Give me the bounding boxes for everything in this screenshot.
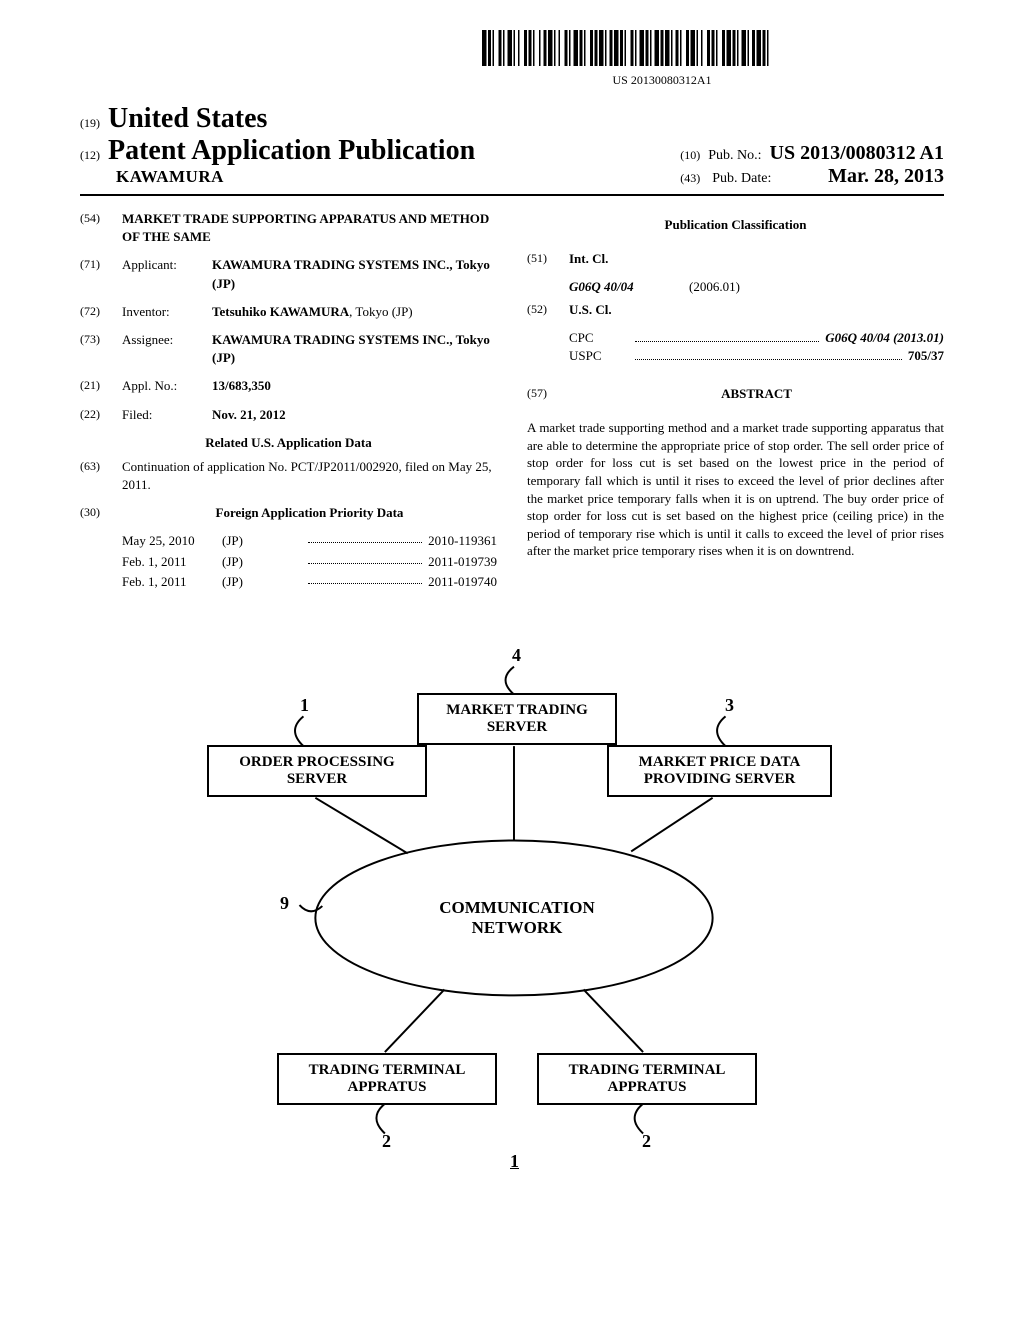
foreign-priority-row: May 25, 2010(JP)2010-119361 — [122, 532, 497, 550]
abstract-head: ABSTRACT — [569, 385, 944, 403]
figure-number: 1 — [510, 1151, 519, 1172]
intcl-label: Int. Cl. — [569, 250, 608, 268]
uscl-label: U.S. Cl. — [569, 301, 612, 319]
inventor-label: Inventor: — [122, 303, 212, 321]
continuation-code: (63) — [80, 458, 122, 494]
pubdate-label: Pub. Date: — [712, 171, 771, 186]
header: (19) United States (12) Patent Applicati… — [80, 103, 944, 188]
header-divider — [80, 194, 944, 196]
applicant-code: (71) — [80, 256, 122, 292]
cpc-value: G06Q 40/04 (2013.01) — [825, 329, 944, 347]
cpc-label: CPC — [569, 329, 629, 347]
pubno-value: US 2013/0080312 A1 — [770, 142, 944, 165]
invention-title: MARKET TRADE SUPPORTING APPARATUS AND ME… — [122, 210, 497, 246]
country-name: United States — [108, 103, 267, 135]
left-column: (54) MARKET TRADE SUPPORTING APPARATUS A… — [80, 210, 497, 593]
foreign-code: (30) — [80, 504, 122, 522]
header-applicant-name: KAWAMURA — [116, 167, 224, 187]
assignee-code: (73) — [80, 331, 122, 367]
node-num-2-left: 2 — [382, 1131, 391, 1152]
node-num-1: 1 — [300, 695, 309, 716]
node-num-3: 3 — [725, 695, 734, 716]
applno-label: Appl. No.: — [122, 377, 212, 395]
applicant-value: KAWAMURA TRADING SYSTEMS INC., Tokyo (JP… — [212, 256, 497, 292]
pubno-label: Pub. No.: — [708, 148, 761, 164]
barcode-text: US 20130080312A1 — [380, 73, 944, 88]
barcode-region: US 20130080312A1 — [380, 30, 944, 88]
market-price-server-box: MARKET PRICE DATA PROVIDING SERVER — [607, 745, 832, 797]
intcl-code: (51) — [527, 250, 569, 268]
order-processing-server-box: ORDER PROCESSING SERVER — [207, 745, 427, 797]
pubdate-value: Mar. 28, 2013 — [828, 165, 944, 188]
filed-value: Nov. 21, 2012 — [212, 406, 497, 424]
node-num-9: 9 — [280, 893, 289, 914]
assignee-value: KAWAMURA TRADING SYSTEMS INC., Tokyo (JP… — [212, 331, 497, 367]
market-trading-server-box: MARKET TRADING SERVER — [417, 693, 617, 745]
related-data-head: Related U.S. Application Data — [80, 434, 497, 452]
filed-label: Filed: — [122, 406, 212, 424]
node-num-2-right: 2 — [642, 1131, 651, 1152]
inventor-code: (72) — [80, 303, 122, 321]
applno-value: 13/683,350 — [212, 377, 497, 395]
assignee-label: Assignee: — [122, 331, 212, 367]
title-code: (54) — [80, 210, 122, 246]
communication-network-label: COMMUNICATION NETWORK — [417, 898, 617, 938]
bibliographic-columns: (54) MARKET TRADE SUPPORTING APPARATUS A… — [80, 210, 944, 593]
barcode-graphic — [482, 30, 842, 71]
abstract-code: (57) — [527, 385, 569, 403]
intcl-class: G06Q 40/04 — [569, 278, 689, 296]
uspc-label: USPC — [569, 347, 629, 365]
foreign-head: Foreign Application Priority Data — [122, 504, 497, 522]
pub-type: Patent Application Publication — [108, 135, 475, 167]
pubtype-code: (12) — [80, 148, 100, 163]
foreign-priority-row: Feb. 1, 2011(JP)2011-019740 — [122, 573, 497, 591]
applicant-label: Applicant: — [122, 256, 212, 292]
trading-terminal-left-box: TRADING TERMINAL APPRATUS — [277, 1053, 497, 1105]
pubno-code: (10) — [680, 148, 700, 163]
filed-code: (22) — [80, 406, 122, 424]
uspc-value: 705/37 — [908, 347, 944, 365]
abstract-text: A market trade supporting method and a m… — [527, 419, 944, 559]
node-num-4: 4 — [512, 645, 521, 666]
figure-diagram: 4 MARKET TRADING SERVER 1 ORDER PROCESSI… — [80, 653, 944, 1173]
foreign-priority-list: May 25, 2010(JP)2010-119361 Feb. 1, 2011(… — [80, 532, 497, 591]
inventor-value: Tetsuhiko KAWAMURA, Tokyo (JP) — [212, 303, 497, 321]
applno-code: (21) — [80, 377, 122, 395]
intcl-date: (2006.01) — [689, 278, 740, 296]
pubclass-head: Publication Classification — [527, 216, 944, 234]
country-code: (19) — [80, 116, 100, 131]
foreign-priority-row: Feb. 1, 2011(JP)2011-019739 — [122, 553, 497, 571]
right-column: Publication Classification (51) Int. Cl.… — [527, 210, 944, 593]
continuation-text: Continuation of application No. PCT/JP20… — [122, 458, 497, 494]
uscl-code: (52) — [527, 301, 569, 319]
trading-terminal-right-box: TRADING TERMINAL APPRATUS — [537, 1053, 757, 1105]
pubdate-code: (43) — [680, 171, 700, 185]
